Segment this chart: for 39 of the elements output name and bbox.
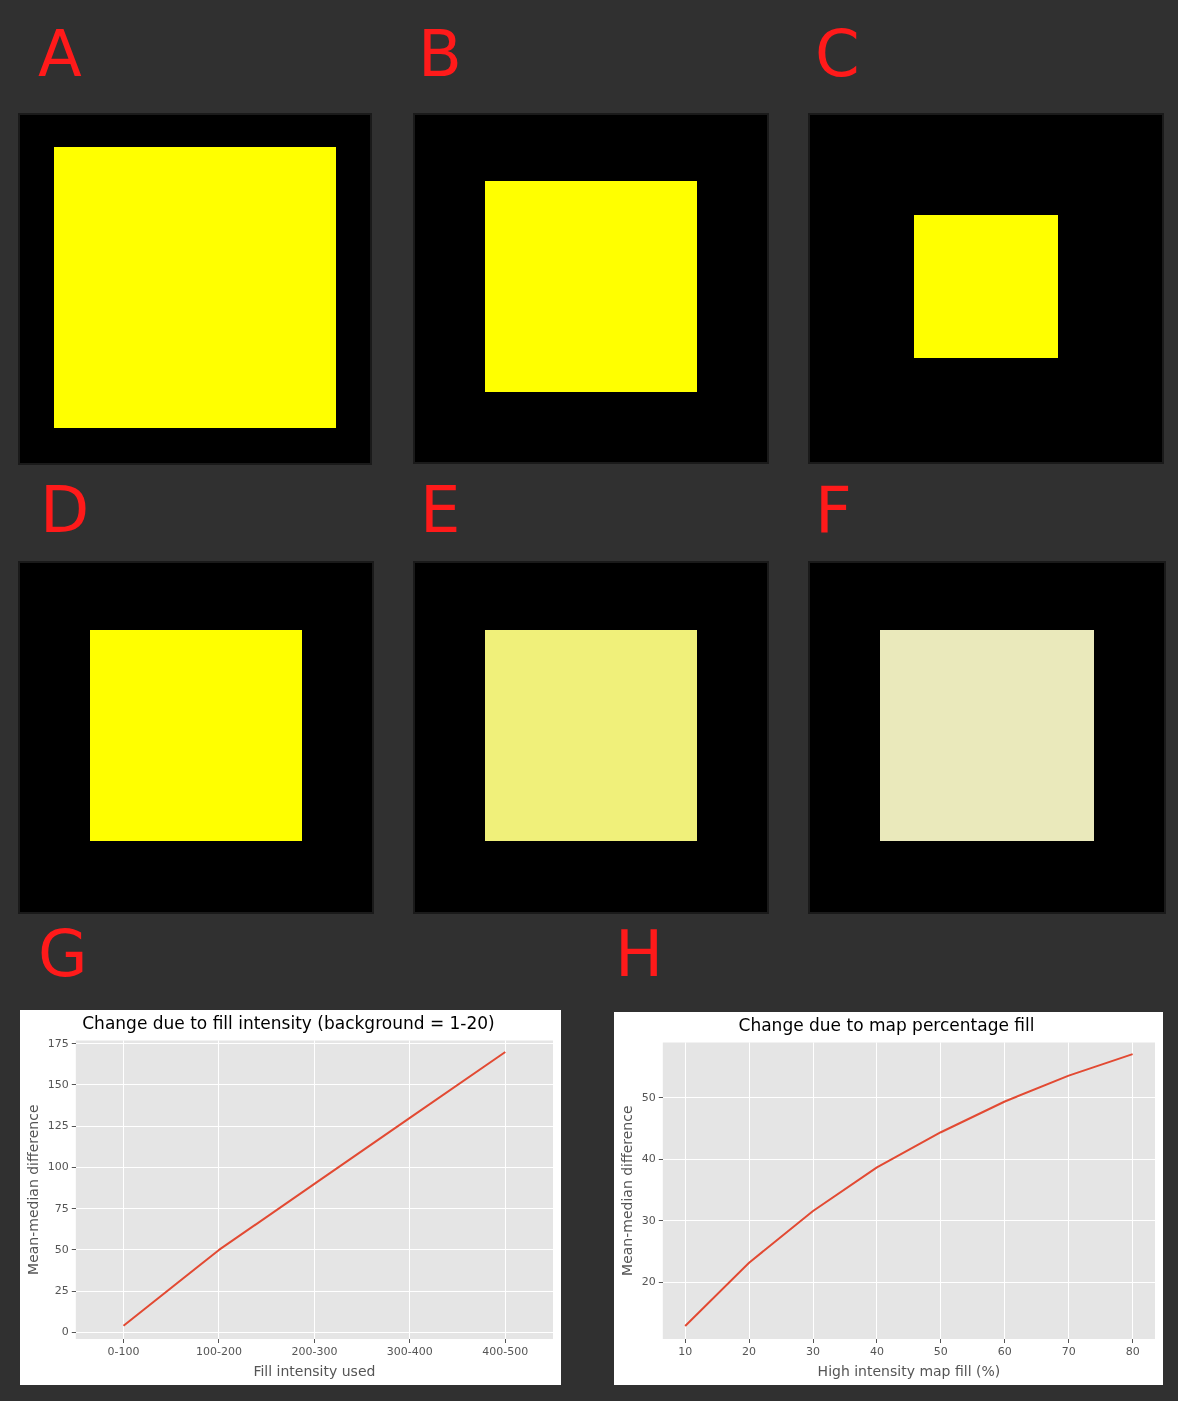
text: F [815,473,852,547]
text: E [420,473,461,547]
x-tick-label: 300-400 [386,1345,433,1359]
y-axis-title: Mean-median difference [619,1105,636,1276]
y-tick-label: 75 [54,1201,69,1215]
x-tick-label: 100-200 [195,1345,242,1359]
x-tick-label: 60 [997,1345,1012,1359]
x-tick-label: 0-100 [107,1345,140,1359]
x-tick-label: 10 [678,1345,693,1359]
y-tick-label: 40 [641,1152,656,1166]
chart-title: Change due to map percentage fill [738,1014,1035,1035]
x-axis-title: High intensity map fill (%) [817,1363,1001,1380]
x-tick-label: 40 [869,1345,884,1359]
y-tick-label: 20 [641,1275,656,1289]
y-tick-label: 175 [47,1036,69,1050]
x-tick-label: 80 [1125,1345,1140,1359]
text: D [40,473,90,547]
x-tick-label: 20 [742,1345,757,1359]
text: A [38,17,82,91]
y-tick-label: 25 [54,1284,69,1298]
y-tick-label: 50 [641,1090,656,1104]
text: C [815,17,860,91]
y-tick-label: 0 [61,1325,69,1339]
y-tick-label: 100 [47,1160,69,1174]
y-tick-label: 150 [47,1077,69,1091]
x-tick-label: 50 [933,1345,948,1359]
y-tick-label: 30 [641,1213,656,1227]
text: G [38,917,88,991]
chart-title: Change due to fill intensity (background = 1-20) [82,1012,495,1033]
y-tick-label: 125 [47,1119,69,1133]
x-tick-label: 70 [1061,1345,1076,1359]
x-tick-label: 30 [806,1345,821,1359]
x-tick-label: 400-500 [482,1345,529,1359]
x-tick-label: 200-300 [291,1345,338,1359]
text: H [615,917,664,991]
y-axis-title: Mean-median difference [25,1104,42,1275]
text: B [418,17,462,91]
y-tick-label: 50 [54,1242,69,1256]
x-axis-title: Fill intensity used [253,1363,376,1380]
